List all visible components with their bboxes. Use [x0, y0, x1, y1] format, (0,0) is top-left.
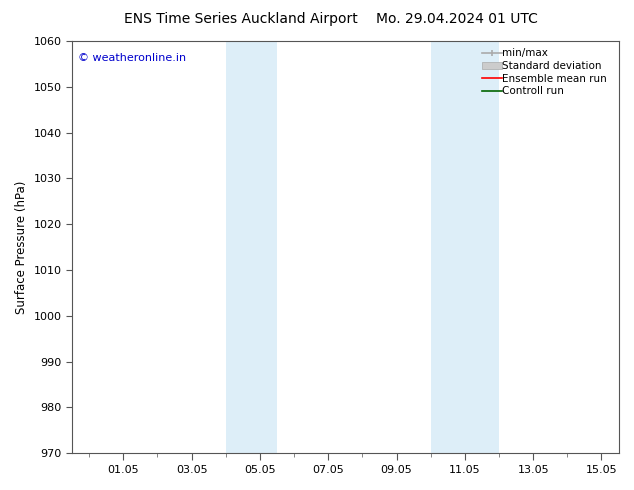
Y-axis label: Surface Pressure (hPa): Surface Pressure (hPa)	[15, 180, 28, 314]
Bar	[226, 41, 277, 453]
Text: ENS Time Series Auckland Airport: ENS Time Series Auckland Airport	[124, 12, 358, 26]
Bar	[430, 41, 499, 453]
Text: © weatheronline.in: © weatheronline.in	[77, 53, 186, 63]
Legend: min/max, Standard deviation, Ensemble mean run, Controll run: min/max, Standard deviation, Ensemble me…	[477, 44, 616, 100]
Text: Mo. 29.04.2024 01 UTC: Mo. 29.04.2024 01 UTC	[375, 12, 538, 26]
